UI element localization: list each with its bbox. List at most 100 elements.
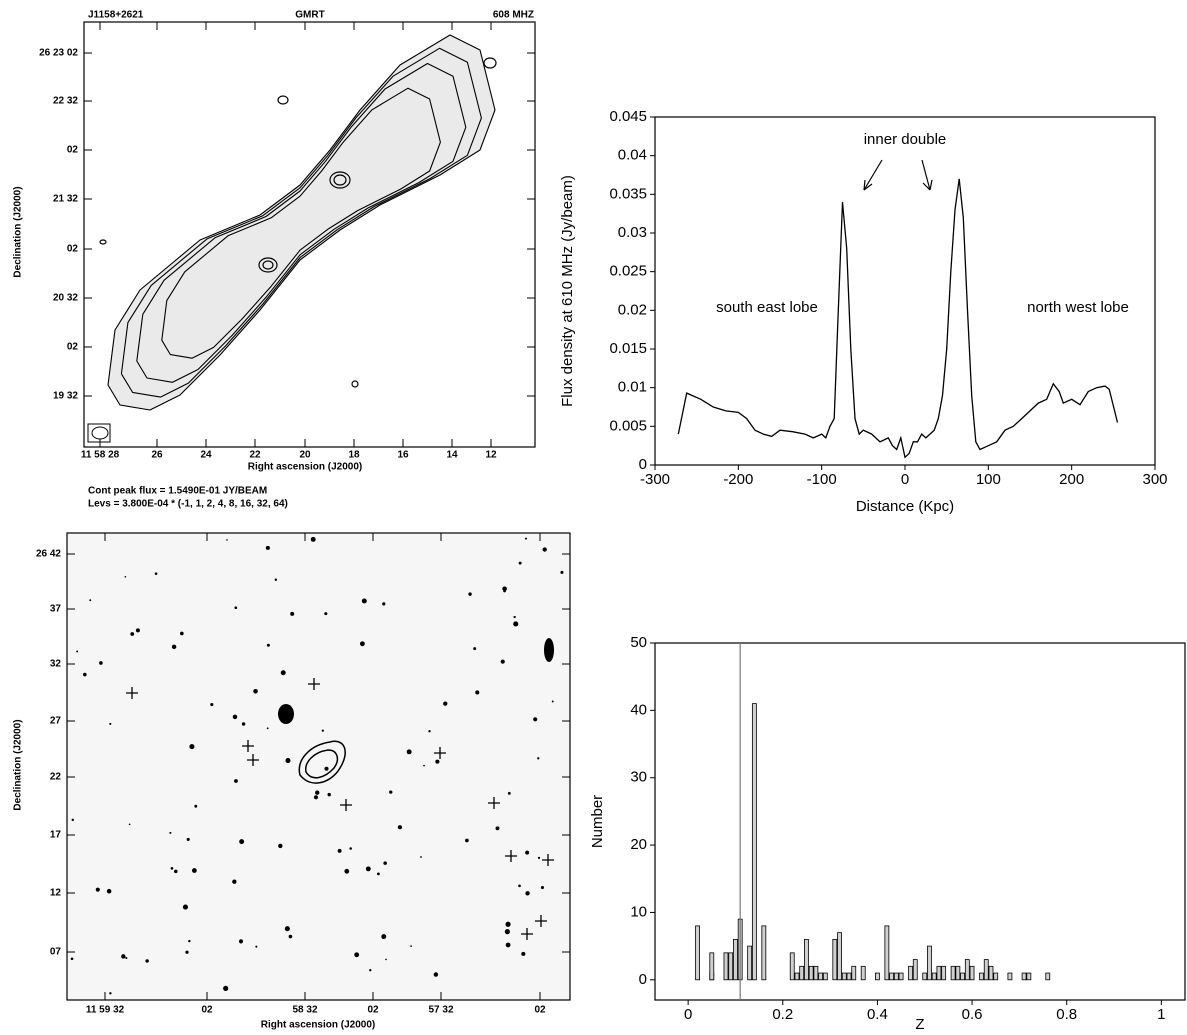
plot-frame [655,117,1155,465]
source-dot [232,880,236,884]
x-tick-label: 0.2 [772,1006,793,1023]
bar [762,926,766,980]
bar [724,953,728,980]
figure: J1158+2621 GMRT 608 MHZ Right ascension … [0,0,1187,1035]
source-dot [525,538,527,540]
bar [748,946,752,980]
source-dot [239,939,243,943]
source-dot [525,891,529,895]
arrow [864,160,932,190]
map-frequency: 608 MHZ [493,10,534,21]
x-axis-label: Right ascension (J2000) [261,1020,375,1031]
x-tick-label: 57 32 [428,1005,453,1016]
bar [1027,973,1031,980]
source-dot [107,889,112,894]
bar [696,926,700,980]
source-dot [354,952,359,957]
source-dot [362,599,367,604]
bar [809,966,813,979]
x-tick-label: 02 [201,1005,213,1016]
source-dot [407,749,412,754]
bar [875,973,879,980]
bar [899,973,903,980]
source-dot [189,744,194,749]
source-dot [99,661,103,665]
y-tick-label: 0 [639,456,647,473]
y-tick-label: 10 [630,903,647,920]
source-dot [360,641,365,646]
y-tick-label: 37 [50,604,62,615]
map-telescope: GMRT [295,10,324,21]
y-tick-label: 0.01 [618,379,647,396]
x-tick-label: 24 [200,450,212,461]
source-dot [89,599,91,601]
source-dot [552,701,554,703]
source-dot [109,992,111,994]
source-dot [443,701,447,705]
y-tick-label: 0.02 [618,301,647,318]
bar [956,966,960,979]
source-dot [505,922,510,927]
bar [819,973,823,980]
x-tick-label: 18 [348,450,360,461]
bar [980,973,984,980]
bar [833,939,837,979]
x-tick-label: 300 [1142,471,1167,488]
source-dot [233,715,237,719]
source-dot [130,632,134,636]
y-tick-label: 21 32 [53,194,78,205]
source-dot [518,885,521,888]
bar [989,966,993,979]
source-dot [322,729,324,731]
bar [965,960,969,980]
bar [847,973,851,980]
y-tick-label: 07 [50,947,62,958]
y-tick-label: 27 [50,716,62,727]
source-dot [194,805,197,808]
y-tick-label: 20 32 [53,293,78,304]
source-dot [71,957,74,960]
x-tick-label: 12 [485,450,497,461]
x-tick-label: 0 [684,1006,692,1023]
bar [729,953,733,980]
source-dot [385,959,387,961]
bar [970,966,974,979]
bar [937,966,941,979]
source-dot [434,972,438,976]
source-dot [285,717,287,719]
source-dot [475,690,479,694]
y-tick-label: 22 32 [53,96,78,107]
bar [795,973,799,980]
top-map: J1158+2621 GMRT 608 MHZ Right ascension … [13,10,535,510]
y-tick-label: 02 [67,145,79,156]
source-dot [172,645,176,649]
source-dot [234,779,238,783]
source-dot [324,612,327,615]
source-dot [314,795,318,799]
bar [710,953,714,980]
map-note: Cont peak flux = 1.5490E-01 JY/BEAM [88,486,267,497]
source-dot [96,888,100,892]
source-dot [428,730,430,732]
source-dot [435,760,439,764]
y-tick-label: 0.045 [609,108,647,125]
y-tick-label: 0.03 [618,224,647,241]
x-tick-label: 14 [446,450,458,461]
source-dot [349,847,352,850]
y-tick-label: 22 [50,772,62,783]
source-dot [538,857,540,859]
annotation: north west lobe [1027,299,1129,316]
page: {"maps": [ {"header": {"source": "J1158+… [0,0,1187,1035]
bar [890,973,894,980]
source-dot [324,767,328,771]
source-dot [513,621,518,626]
y-tick-label: 26 42 [36,549,61,560]
source-dot [210,703,213,706]
y-tick-label: 0.04 [618,147,647,164]
source-dot [521,952,525,956]
y-tick-label: 19 32 [53,391,78,402]
source-dot [311,537,316,542]
source-dot [278,844,282,848]
x-tick-label: 58 32 [292,1005,317,1016]
